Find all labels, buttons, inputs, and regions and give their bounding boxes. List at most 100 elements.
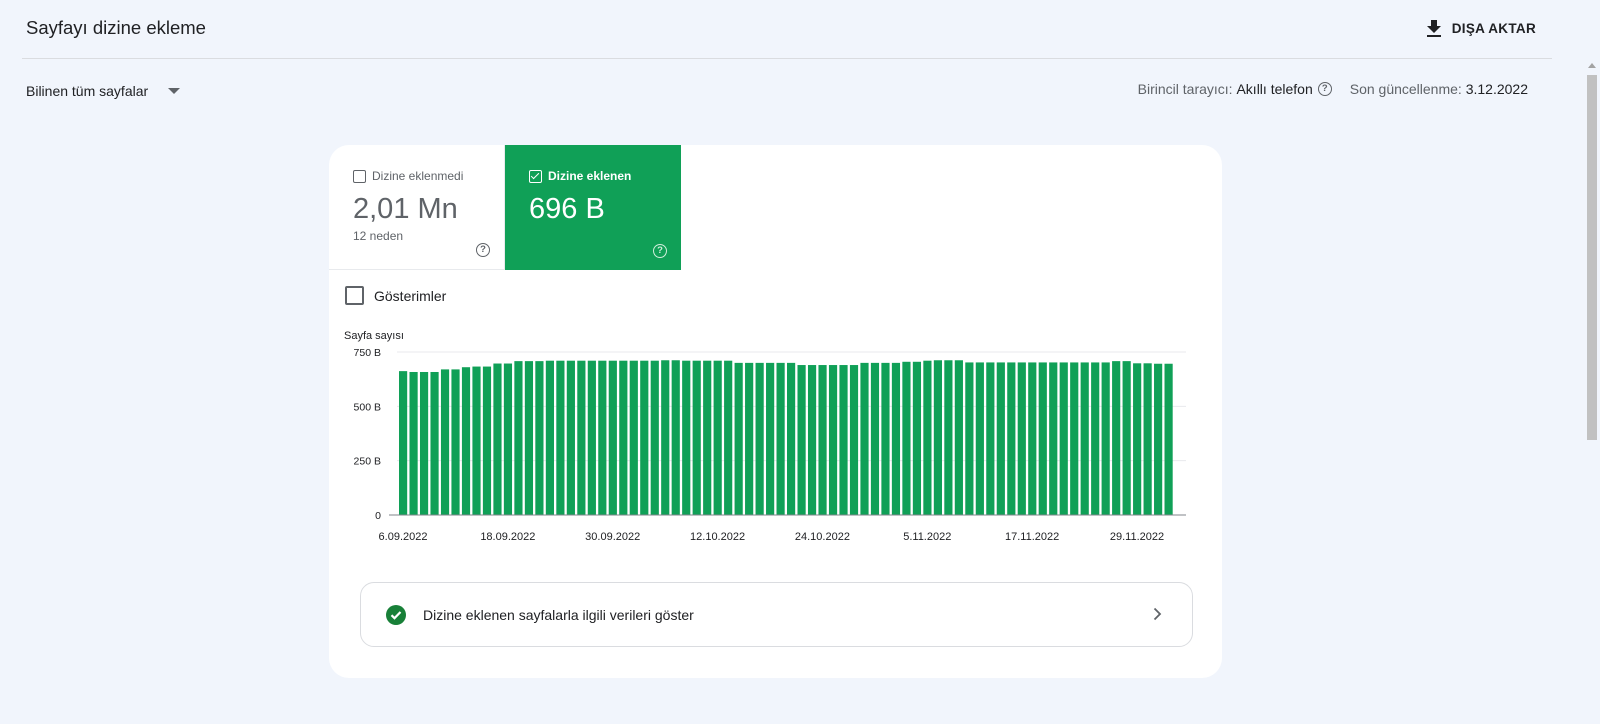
chart-bar [1028,362,1037,515]
chart-bar [472,366,481,515]
page-scrollbar[interactable] [1584,59,1600,724]
chart-y-tick-label: 250 B [354,456,381,468]
tile-indexed[interactable]: Dizine eklenen 696 B ? [505,145,681,270]
chart-bar [1112,361,1121,515]
chart-bar [1164,363,1173,515]
chart-y-tick-label: 500 B [354,401,381,413]
export-button[interactable]: DIŞA AKTAR [1424,14,1538,42]
scroll-thumb[interactable] [1587,75,1597,440]
chart-bar [556,360,565,515]
chart-bar [1007,362,1016,515]
chart-bar [661,360,670,515]
updated-value: 3.12.2022 [1465,81,1528,97]
chart-bar [776,362,785,515]
chart-bar [535,361,544,515]
chart-bar [881,362,890,515]
chart-bar [986,362,995,515]
chart-bar [766,362,775,515]
chart-bar [671,360,680,515]
dropdown-arrow-icon [168,88,181,94]
chart-bar [807,365,817,515]
updated-label: Son güncellenme: [1349,81,1462,97]
chart-bar [692,360,701,515]
chart-bar [944,360,953,515]
download-icon [1426,20,1441,37]
chart-bar [1154,363,1163,515]
check-circle-icon [386,604,406,625]
page-title: Sayfayı dizine ekleme [26,17,206,38]
chart-bar [1101,362,1110,515]
chart-bar [640,360,649,515]
impressions-label: Gösterimler [374,287,447,304]
chart-bar [870,362,880,515]
indexed-checkbox[interactable] [529,169,542,183]
chart-bar [1049,362,1058,515]
report-meta: Birincil tarayıcı: Akıllı telefon ? Son … [1138,81,1528,97]
impressions-checkbox[interactable] [345,286,364,305]
not-indexed-label: Dizine eklenmedi [372,169,464,183]
chart-x-tick-label: 17.11.2022 [1005,531,1059,543]
chart-x-tick-label: 29.11.2022 [1110,531,1164,543]
chart-bar [745,362,754,515]
crawler-help-icon[interactable]: ? [1317,82,1332,96]
chart-bar [860,362,869,515]
page-header: Sayfayı dizine ekleme DIŞA AKTAR [0,0,1552,59]
chart-bar [440,369,450,515]
indexed-label-row: Dizine eklenen [529,169,681,183]
chart-bar [545,360,554,515]
chart-bar [839,365,848,515]
show-indexed-pages-label: Dizine eklenen sayfalarla ilgili veriler… [423,606,694,623]
chart-x-tick-label: 18.09.2022 [480,531,535,543]
indexed-value: 696 B [529,193,605,225]
chart-bar [566,360,575,515]
chart-bar [1059,362,1068,515]
chart-bar [419,371,429,515]
not-indexed-checkbox[interactable] [353,169,366,183]
show-indexed-pages-link[interactable]: Dizine eklenen sayfalarla ilgili veriler… [360,582,1193,647]
chart-bar [629,360,638,515]
chart-bar [409,371,418,515]
scroll-up-icon[interactable] [1588,63,1596,68]
chart-bar [577,360,586,515]
chart-bar [828,365,838,515]
chart-bar [965,362,974,515]
tile-not-indexed[interactable]: Dizine eklenmedi 2,01 Mn 12 neden ? [329,145,505,270]
crawler-label: Birincil tarayıcı: [1137,81,1233,97]
pages-filter-dropdown[interactable]: Bilinen tüm sayfalar [26,80,181,102]
chart-bar [849,365,859,515]
not-indexed-label-row: Dizine eklenmedi [353,169,504,183]
chart-bar [461,367,471,515]
crawler-value: Akıllı telefon [1236,81,1313,97]
chart-bar [734,362,743,515]
chart-bar [514,361,523,515]
chart-bar [755,362,764,515]
indexed-help-icon[interactable]: ? [653,244,667,258]
chart-bar [1143,363,1152,515]
chart-bar [524,361,534,515]
chevron-right-icon [1153,607,1162,621]
chart-y-title: Sayfa sayısı [344,330,404,342]
chart-bar [451,369,460,515]
chart-bar [598,360,607,515]
chart-bar [975,362,984,515]
impressions-toggle[interactable]: Gösterimler [345,286,446,305]
chart-bar [933,360,942,515]
chart-bar [902,361,911,515]
chart-bar [1080,362,1089,515]
chart-bar [703,360,712,515]
chart-x-tick-label: 6.09.2022 [379,531,428,543]
chart-bar [1091,362,1100,515]
not-indexed-help-icon[interactable]: ? [476,243,490,257]
chart-x-tick-label: 12.10.2022 [690,531,745,543]
chart-y-tick-label: 0 [375,510,381,522]
indexed-pages-chart: Sayfa sayısı 0 250 B 500 B 750 B 6.09.2022 18… [329,325,1222,550]
not-indexed-reasons: 12 neden [353,229,404,243]
chart-bar [682,360,691,515]
chart-bar [891,362,901,515]
chart-bar [787,362,796,515]
header-divider [22,58,1552,59]
chart-bar [818,365,827,515]
chart-bar [1122,361,1131,515]
chart-bar [912,361,922,515]
chart-bar [1017,362,1026,515]
